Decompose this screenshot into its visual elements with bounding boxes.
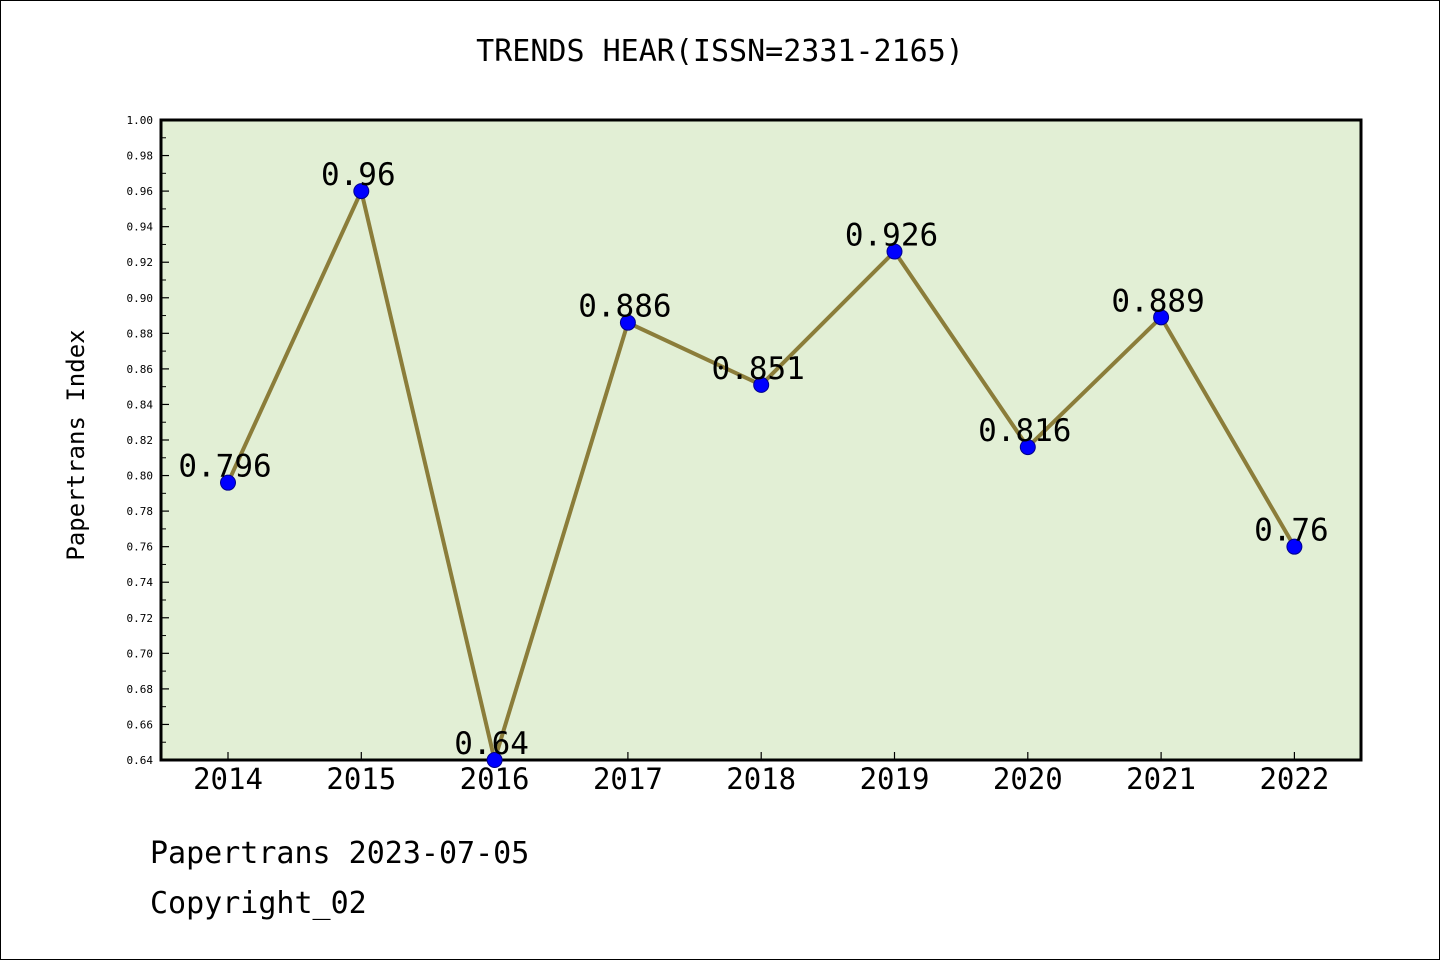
x-tick-label: 2017 [593, 762, 663, 796]
x-axis-ticks: 2014 2015 2016 2017 2018 2019 2020 2021 2022 [193, 752, 1329, 796]
data-point [1286, 538, 1303, 555]
y-tick-label: 0.92 [127, 256, 154, 269]
x-tick-label: 2020 [993, 762, 1063, 796]
data-point [486, 752, 503, 768]
y-axis-ticks: 0.64 0.66 0.68 0.70 0.72 0.74 0.76 0.78 0.80 0.82… [127, 114, 169, 767]
data-label: 0.851 [712, 351, 805, 387]
data-label: 0.889 [1111, 283, 1204, 319]
y-tick-label: 0.66 [127, 718, 154, 731]
x-tick-label: 2015 [326, 762, 396, 796]
y-tick-label: 1.00 [127, 114, 154, 127]
footer-date: Papertrans 2023-07-05 [150, 836, 530, 871]
data-point [753, 376, 770, 393]
x-tick-label: 2018 [726, 762, 796, 796]
x-tick-label: 2022 [1259, 762, 1329, 796]
x-tick-label: 2021 [1126, 762, 1196, 796]
y-tick-label: 0.94 [127, 221, 154, 234]
y-tick-label: 0.68 [127, 683, 154, 696]
y-tick-label: 0.82 [127, 434, 154, 447]
data-label: 0.816 [978, 413, 1071, 449]
y-tick-label: 0.98 [127, 150, 154, 163]
y-tick-label: 0.84 [127, 398, 154, 411]
y-tick-label: 0.74 [127, 576, 154, 589]
data-point [1019, 439, 1036, 456]
footer-copyright: Copyright_02 [150, 886, 367, 921]
data-point [353, 183, 370, 200]
data-label: 0.886 [578, 289, 671, 325]
data-label: 0.96 [321, 157, 396, 193]
y-tick-label: 0.64 [127, 754, 154, 767]
y-tick-label: 0.96 [127, 185, 154, 198]
y-tick-label: 0.72 [127, 612, 154, 625]
data-point [619, 314, 636, 331]
y-tick-label: 0.76 [127, 541, 154, 554]
data-point [220, 474, 236, 491]
x-tick-label: 2014 [193, 762, 263, 796]
data-label: 0.796 [178, 449, 271, 485]
y-tick-label: 0.70 [127, 647, 154, 660]
y-tick-label: 0.88 [127, 327, 154, 340]
series-papertrans-index: 0.796 0.96 0.64 0.886 0.851 0.926 0.816 0.889 0.… [178, 157, 1329, 768]
data-label: 0.64 [454, 726, 529, 762]
chart-title: TRENDS HEAR(ISSN=2331-2165) [476, 34, 964, 69]
data-point [886, 243, 903, 260]
plot-area [159, 118, 1363, 762]
y-tick-label: 0.90 [127, 292, 154, 305]
y-tick-label: 0.86 [127, 363, 154, 376]
y-tick-label: 0.80 [127, 470, 154, 483]
data-label: 0.926 [845, 218, 938, 254]
data-label: 0.76 [1254, 513, 1329, 549]
x-tick-label: 2019 [860, 762, 930, 796]
y-tick-label: 0.78 [127, 505, 154, 518]
data-point [1153, 309, 1170, 326]
